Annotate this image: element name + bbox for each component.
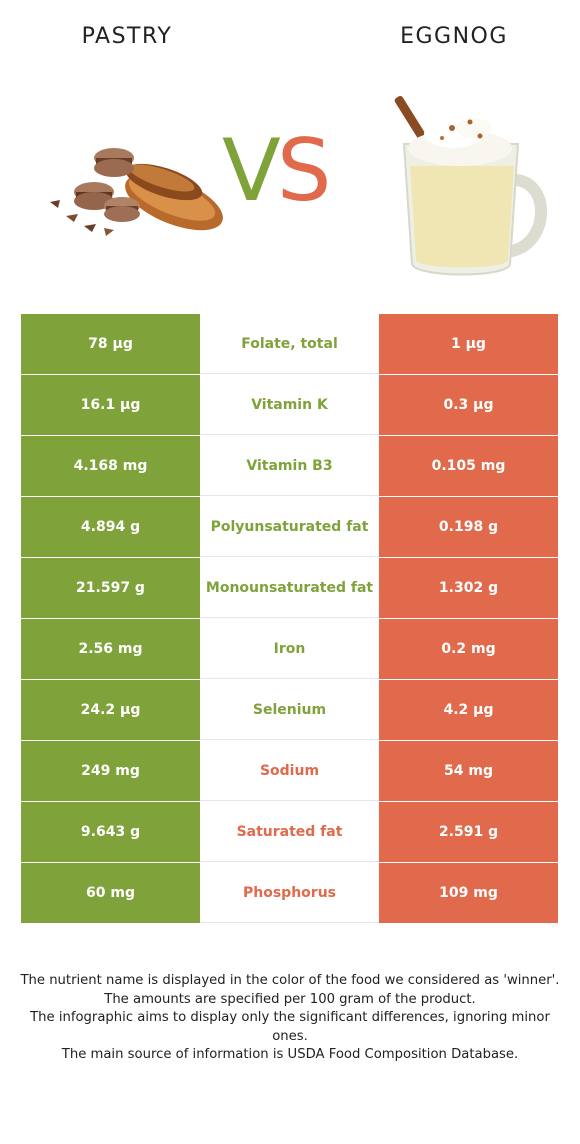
eggnog-value: 1 µg — [379, 314, 558, 374]
nutrient-name: Iron — [200, 619, 379, 679]
nutrient-name: Selenium — [200, 680, 379, 740]
footer-line-amounts: The amounts are specified per 100 gram o… — [104, 991, 476, 1007]
nutrient-name: Vitamin K — [200, 375, 379, 435]
eggnog-value: 1.302 g — [379, 558, 558, 618]
nutrient-name: Folate, total — [200, 314, 379, 374]
vs-label: VS — [222, 128, 331, 214]
eggnog-value: 4.2 µg — [379, 680, 558, 740]
eggnog-title: EGGNOG — [400, 24, 508, 49]
footer-line-aims: The infographic aims to display only the… — [30, 1010, 550, 1044]
table-row: 2.56 mg Iron 0.2 mg — [21, 619, 558, 680]
table-row: 21.597 g Monounsaturated fat 1.302 g — [21, 558, 558, 619]
table-row: 4.168 mg Vitamin B3 0.105 mg — [21, 436, 558, 497]
pastry-illustration — [44, 130, 234, 250]
footer-line-source: The main source of information is USDA F… — [61, 1047, 519, 1062]
pastry-value: 4.168 mg — [21, 436, 200, 496]
pastry-value: 2.56 mg — [21, 619, 200, 679]
pastry-value: 78 µg — [21, 314, 200, 374]
footer-line-winner: The nutrient name is displayed in the co… — [20, 973, 560, 988]
vs-s: S — [276, 121, 332, 221]
eggnog-value: 0.105 mg — [379, 436, 558, 496]
pastry-value: 249 mg — [21, 741, 200, 801]
nutrient-name: Polyunsaturated fat — [200, 497, 379, 557]
table-row: 9.643 g Saturated fat 2.591 g — [21, 802, 558, 863]
nutrient-comparison-table: 78 µg Folate, total 1 µg 16.1 µg Vitamin K 0.… — [21, 314, 558, 923]
nutrient-name: Sodium — [200, 741, 379, 801]
table-row: 16.1 µg Vitamin K 0.3 µg — [21, 375, 558, 436]
eggnog-value: 0.3 µg — [379, 375, 558, 435]
table-row: 249 mg Sodium 54 mg — [21, 741, 558, 802]
eggnog-value: 0.198 g — [379, 497, 558, 557]
eggnog-value: 54 mg — [379, 741, 558, 801]
footer-notes: The nutrient name is displayed in the co… — [18, 972, 562, 1065]
pastry-value: 16.1 µg — [21, 375, 200, 435]
eggnog-value: 2.591 g — [379, 802, 558, 862]
pastry-value: 9.643 g — [21, 802, 200, 862]
table-row: 78 µg Folate, total 1 µg — [21, 314, 558, 375]
eggnog-value: 0.2 mg — [379, 619, 558, 679]
vs-v: V — [222, 121, 281, 221]
table-row: 4.894 g Polyunsaturated fat 0.198 g — [21, 497, 558, 558]
pastry-value: 24.2 µg — [21, 680, 200, 740]
pastry-value: 60 mg — [21, 863, 200, 923]
nutrient-name: Saturated fat — [200, 802, 379, 862]
pastry-value: 21.597 g — [21, 558, 200, 618]
eggnog-mug-illustration — [382, 88, 552, 288]
nutrient-name: Monounsaturated fat — [200, 558, 379, 618]
table-row: 24.2 µg Selenium 4.2 µg — [21, 680, 558, 741]
nutrient-name: Phosphorus — [200, 863, 379, 923]
pastry-title: PASTRY — [81, 24, 173, 49]
pastry-value: 4.894 g — [21, 497, 200, 557]
nutrient-name: Vitamin B3 — [200, 436, 379, 496]
eggnog-value: 109 mg — [379, 863, 558, 923]
table-row: 60 mg Phosphorus 109 mg — [21, 863, 558, 923]
